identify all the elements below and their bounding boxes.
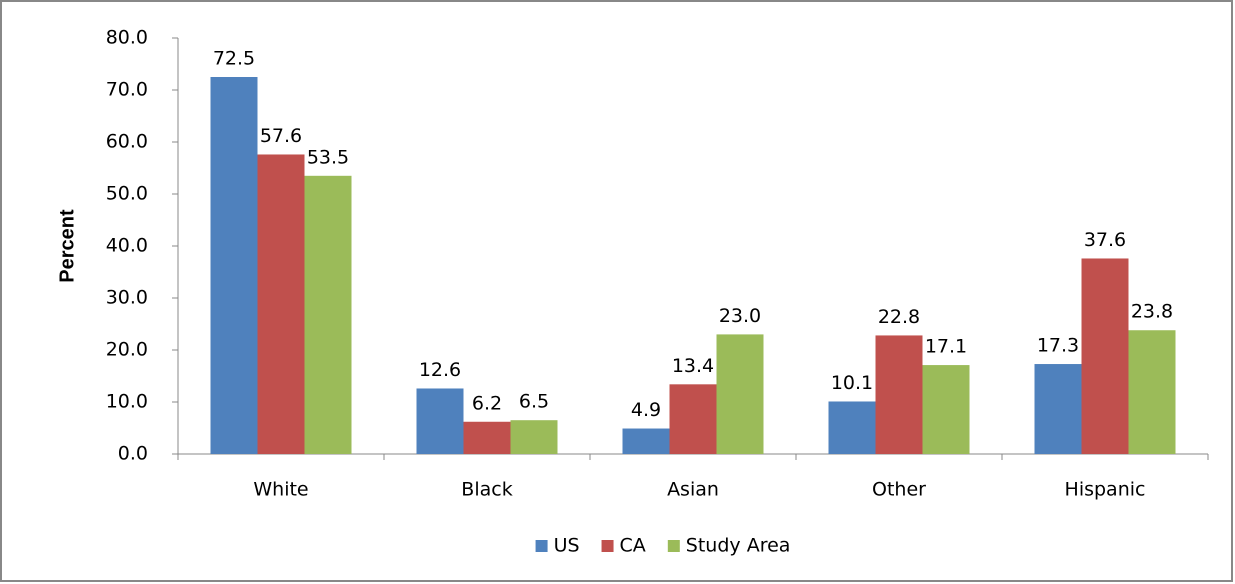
bar <box>875 335 923 454</box>
data-label: 57.6 <box>260 125 302 147</box>
x-tick-label: Asian <box>667 479 719 501</box>
data-label: 12.6 <box>419 359 461 381</box>
data-label: 13.4 <box>672 355 714 377</box>
y-tick-label: 40.0 <box>106 235 148 257</box>
bar <box>510 420 558 454</box>
bar <box>622 428 670 454</box>
data-label: 10.1 <box>831 372 873 394</box>
y-tick-label: 20.0 <box>106 339 148 361</box>
data-label: 6.5 <box>519 391 549 413</box>
bar <box>1128 330 1176 454</box>
bar <box>922 365 970 454</box>
y-tick-label: 60.0 <box>106 131 148 153</box>
y-tick-label: 50.0 <box>106 183 148 205</box>
data-label: 23.0 <box>719 305 761 327</box>
y-tick-label: 70.0 <box>106 79 148 101</box>
x-tick-label: Other <box>872 479 926 501</box>
legend-swatch <box>667 540 680 552</box>
bar <box>257 154 305 455</box>
legend-label: US <box>554 535 580 557</box>
y-tick-label: 10.0 <box>106 391 148 413</box>
data-label: 23.8 <box>1131 301 1173 323</box>
bar <box>416 388 464 454</box>
bar <box>304 175 352 455</box>
legend-swatch <box>535 540 548 552</box>
bar <box>210 77 258 454</box>
legend-swatch <box>601 540 614 552</box>
bar <box>463 421 511 454</box>
y-tick-label: 30.0 <box>106 287 148 309</box>
legend-label: CA <box>620 535 646 557</box>
data-label: 17.3 <box>1037 335 1079 357</box>
data-label: 22.8 <box>878 306 920 328</box>
x-tick-label: Black <box>461 479 512 501</box>
y-tick-label: 80.0 <box>106 27 148 49</box>
data-label: 4.9 <box>631 399 661 421</box>
legend-label: Study Area <box>686 535 791 557</box>
bar <box>669 384 717 454</box>
data-label: 53.5 <box>307 146 349 168</box>
data-label: 6.2 <box>472 392 502 414</box>
y-axis-title: Percent <box>56 209 78 283</box>
data-label: 17.1 <box>925 336 967 358</box>
data-label: 37.6 <box>1084 229 1126 251</box>
bar <box>1081 258 1129 454</box>
x-tick-label: Hispanic <box>1065 479 1146 501</box>
bar <box>828 401 876 454</box>
bar <box>716 334 764 454</box>
data-label: 72.5 <box>213 48 255 70</box>
bar <box>1034 364 1082 454</box>
x-tick-label: White <box>253 479 308 501</box>
y-tick-label: 0.0 <box>118 443 148 465</box>
